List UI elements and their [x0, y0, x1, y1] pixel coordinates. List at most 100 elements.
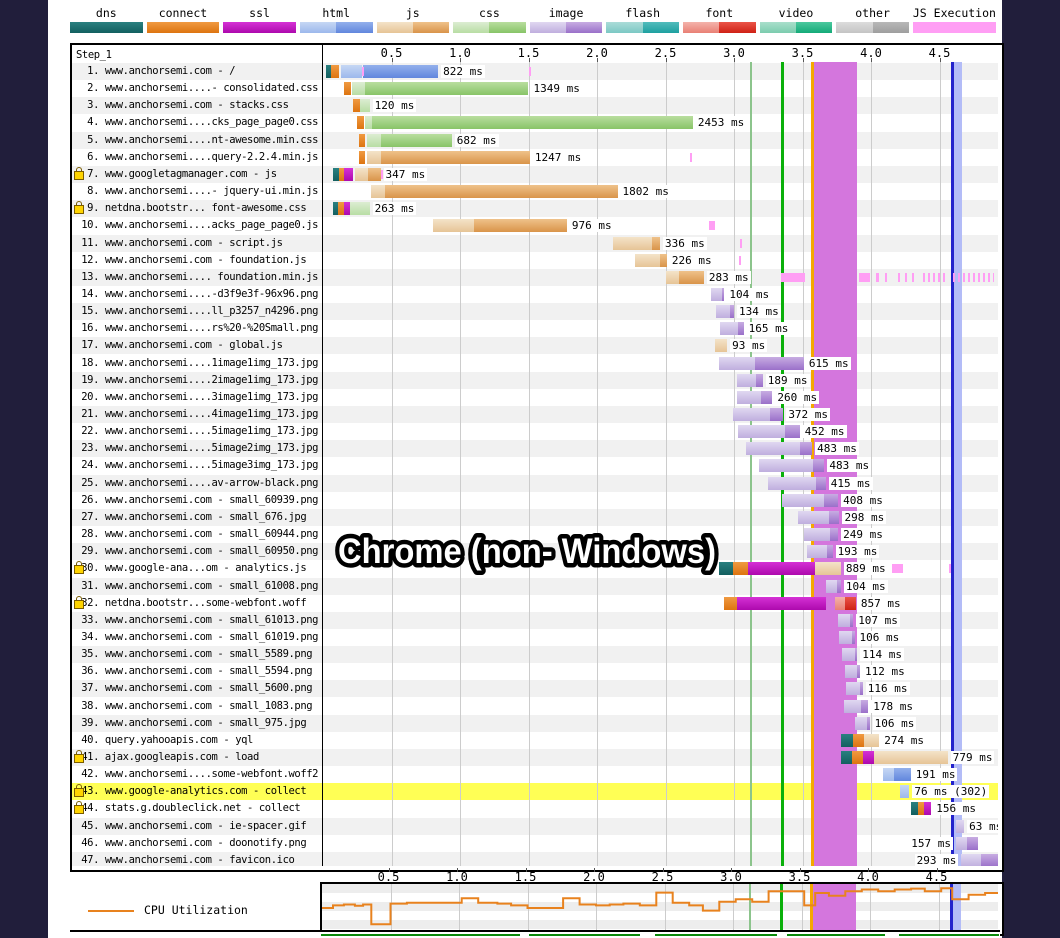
request-bar-segment-img_l[interactable]: [768, 476, 817, 490]
request-bar-segment-img_l[interactable]: [806, 545, 828, 559]
request-bar-segment-js_d[interactable]: [380, 150, 530, 164]
request-label-row[interactable]: 12. www.anchorsemi.com - foundation.js: [72, 252, 320, 269]
request-label-row[interactable]: 42. www.anchorsemi....some-webfont.woff2: [72, 766, 320, 783]
request-bar-segment-img_d[interactable]: [729, 305, 734, 319]
request-bar-segment-img_l[interactable]: [955, 836, 967, 850]
request-bar-segment-connect[interactable]: [343, 82, 352, 96]
request-bar-segment-img_l[interactable]: [846, 682, 861, 696]
request-bar-segment-dns[interactable]: [910, 802, 918, 816]
request-label-row[interactable]: 16. www.anchorsemi....rs%20-%20Small.png: [72, 320, 320, 337]
request-label-row[interactable]: 33. www.anchorsemi.com - small_61013.png: [72, 612, 320, 629]
request-bar-segment-img_l[interactable]: [825, 579, 837, 593]
request-label-row[interactable]: 37. www.anchorsemi.com - small_5600.png: [72, 680, 320, 697]
request-bar-segment-ssl[interactable]: [747, 562, 815, 576]
request-bar-segment-img_l[interactable]: [803, 528, 830, 542]
request-bar-segment-font_l[interactable]: [835, 596, 845, 610]
request-bar-segment-js_d[interactable]: [651, 236, 661, 250]
request-bar-segment-connect[interactable]: [732, 562, 748, 576]
request-bar-segment-js_l[interactable]: [873, 751, 948, 764]
request-bar-segment-img_l[interactable]: [781, 493, 825, 507]
request-label-row[interactable]: 36. www.anchorsemi.com - small_5594.png: [72, 663, 320, 680]
request-bar-segment-js_l[interactable]: [366, 150, 381, 164]
request-label-row[interactable]: 29. www.anchorsemi.com - small_60950.png: [72, 543, 320, 560]
request-bar-segment-js_l[interactable]: [814, 562, 841, 576]
request-bar-segment-connect[interactable]: [851, 751, 863, 764]
request-label-row[interactable]: 35. www.anchorsemi.com - small_5589.png: [72, 646, 320, 663]
request-bar-segment-js_d[interactable]: [368, 167, 381, 181]
request-label-row[interactable]: 43. www.google-analytics.com - collect: [72, 783, 320, 800]
request-bar-segment-img_l[interactable]: [746, 442, 800, 456]
request-bar-segment-css_d[interactable]: [380, 133, 452, 147]
request-bar-segment-js_l[interactable]: [354, 167, 369, 181]
request-label-row[interactable]: 46. www.anchorsemi.com - doonotify.png: [72, 835, 320, 852]
request-bar-segment-css_l[interactable]: [359, 99, 370, 113]
request-bar-segment-img_d[interactable]: [966, 836, 978, 850]
request-bar-segment-ssl[interactable]: [344, 167, 354, 181]
request-bar-segment-connect[interactable]: [331, 65, 340, 78]
request-bar-segment-js_l[interactable]: [864, 733, 880, 747]
request-label-row[interactable]: 20. www.anchorsemi....3image1img_173.jpg: [72, 389, 320, 406]
request-bar-segment-img_d[interactable]: [784, 425, 800, 439]
request-label-row[interactable]: 25. www.anchorsemi....av-arrow-black.png: [72, 475, 320, 492]
request-bar-segment-img_d[interactable]: [799, 442, 813, 456]
request-bar-segment-js_d[interactable]: [473, 219, 567, 233]
request-bar-segment-dns[interactable]: [718, 562, 733, 576]
request-bar-segment-img_l[interactable]: [710, 287, 722, 301]
request-label-row[interactable]: 5. www.anchorsemi....nt-awesome.min.css: [72, 132, 320, 149]
request-label-row[interactable]: 7. www.googletagmanager.com - js: [72, 166, 320, 183]
request-bar-segment-img_d[interactable]: [836, 579, 841, 593]
request-bar-segment-img_l[interactable]: [844, 665, 858, 679]
request-bar-segment-html_l[interactable]: [899, 785, 910, 799]
request-bar-segment-img_l[interactable]: [798, 510, 829, 524]
request-bar-segment-img_d[interactable]: [755, 373, 763, 387]
request-bar-segment-img_l[interactable]: [842, 648, 855, 662]
request-bar-segment-img_d[interactable]: [861, 699, 869, 713]
request-bar-segment-img_d[interactable]: [980, 853, 998, 866]
request-bar-segment-img_d[interactable]: [860, 682, 863, 696]
request-label-row[interactable]: 2. www.anchorsemi....- consolidated.css: [72, 80, 320, 97]
request-label-row[interactable]: 22. www.anchorsemi....5image1img_173.jpg: [72, 423, 320, 440]
request-label-row[interactable]: 15. www.anchorsemi....ll_p3257_n4296.png: [72, 303, 320, 320]
request-bar-segment-img_l[interactable]: [843, 699, 862, 713]
request-bar-segment-img_d[interactable]: [761, 390, 773, 404]
request-bar-segment-css_d[interactable]: [372, 116, 693, 130]
request-label-row[interactable]: 27. www.anchorsemi.com - small_676.jpg: [72, 509, 320, 526]
request-bar-segment-js_d[interactable]: [660, 253, 667, 267]
request-bar-segment-connect[interactable]: [338, 167, 345, 181]
request-bar-segment-img_l[interactable]: [736, 373, 756, 387]
request-bar-segment-ssl[interactable]: [736, 596, 826, 610]
request-bar-segment-connect[interactable]: [358, 133, 366, 147]
request-label-row[interactable]: 39. www.anchorsemi.com - small_975.jpg: [72, 715, 320, 732]
request-bar-segment-connect[interactable]: [724, 596, 737, 610]
request-label-row[interactable]: 28. www.anchorsemi.com - small_60944.png: [72, 526, 320, 543]
request-bar-segment-img_d[interactable]: [721, 287, 725, 301]
request-bar-segment-img_l[interactable]: [758, 459, 814, 473]
request-label-row[interactable]: 10. www.anchorsemi....acks_page_page0.js: [72, 217, 320, 234]
request-bar-segment-connect[interactable]: [917, 802, 925, 816]
request-bar-segment-img_l[interactable]: [838, 613, 851, 627]
request-bar-segment-js_d[interactable]: [384, 185, 618, 199]
request-bar-segment-dns[interactable]: [325, 65, 332, 78]
request-bar-segment-img_l[interactable]: [961, 853, 981, 866]
request-bar-segment-img_d[interactable]: [816, 476, 826, 490]
request-bar-segment-img_d[interactable]: [738, 322, 744, 336]
request-bar-segment-font_d[interactable]: [844, 596, 856, 610]
request-label-row[interactable]: 34. www.anchorsemi.com - small_61019.png: [72, 629, 320, 646]
request-bar-segment-css_l[interactable]: [366, 133, 381, 147]
request-bar-segment-img_d[interactable]: [813, 459, 825, 473]
request-bar-segment-img_d[interactable]: [857, 665, 861, 679]
request-label-row[interactable]: 21. www.anchorsemi....4image1img_173.jpg: [72, 406, 320, 423]
request-bar-segment-connect[interactable]: [358, 150, 366, 164]
request-bar-segment-img_d[interactable]: [854, 648, 858, 662]
request-label-row[interactable]: 18. www.anchorsemi....1image1img_173.jpg: [72, 355, 320, 372]
request-bar-segment-connect[interactable]: [353, 99, 360, 113]
request-label-row[interactable]: 14. www.anchorsemi....-d3f9e3f-96x96.png: [72, 286, 320, 303]
request-bar-segment-img_l[interactable]: [720, 322, 739, 336]
request-bar-segment-js_l[interactable]: [714, 339, 728, 353]
request-bar-segment-connect[interactable]: [357, 116, 365, 130]
request-bar-segment-img_d[interactable]: [829, 528, 839, 542]
request-bar-segment-img_d[interactable]: [850, 613, 854, 627]
request-label-row[interactable]: 23. www.anchorsemi....5image2img_173.jpg: [72, 440, 320, 457]
request-bar-segment-css_l[interactable]: [364, 116, 373, 130]
request-label-row[interactable]: 11. www.anchorsemi.com - script.js: [72, 235, 320, 252]
